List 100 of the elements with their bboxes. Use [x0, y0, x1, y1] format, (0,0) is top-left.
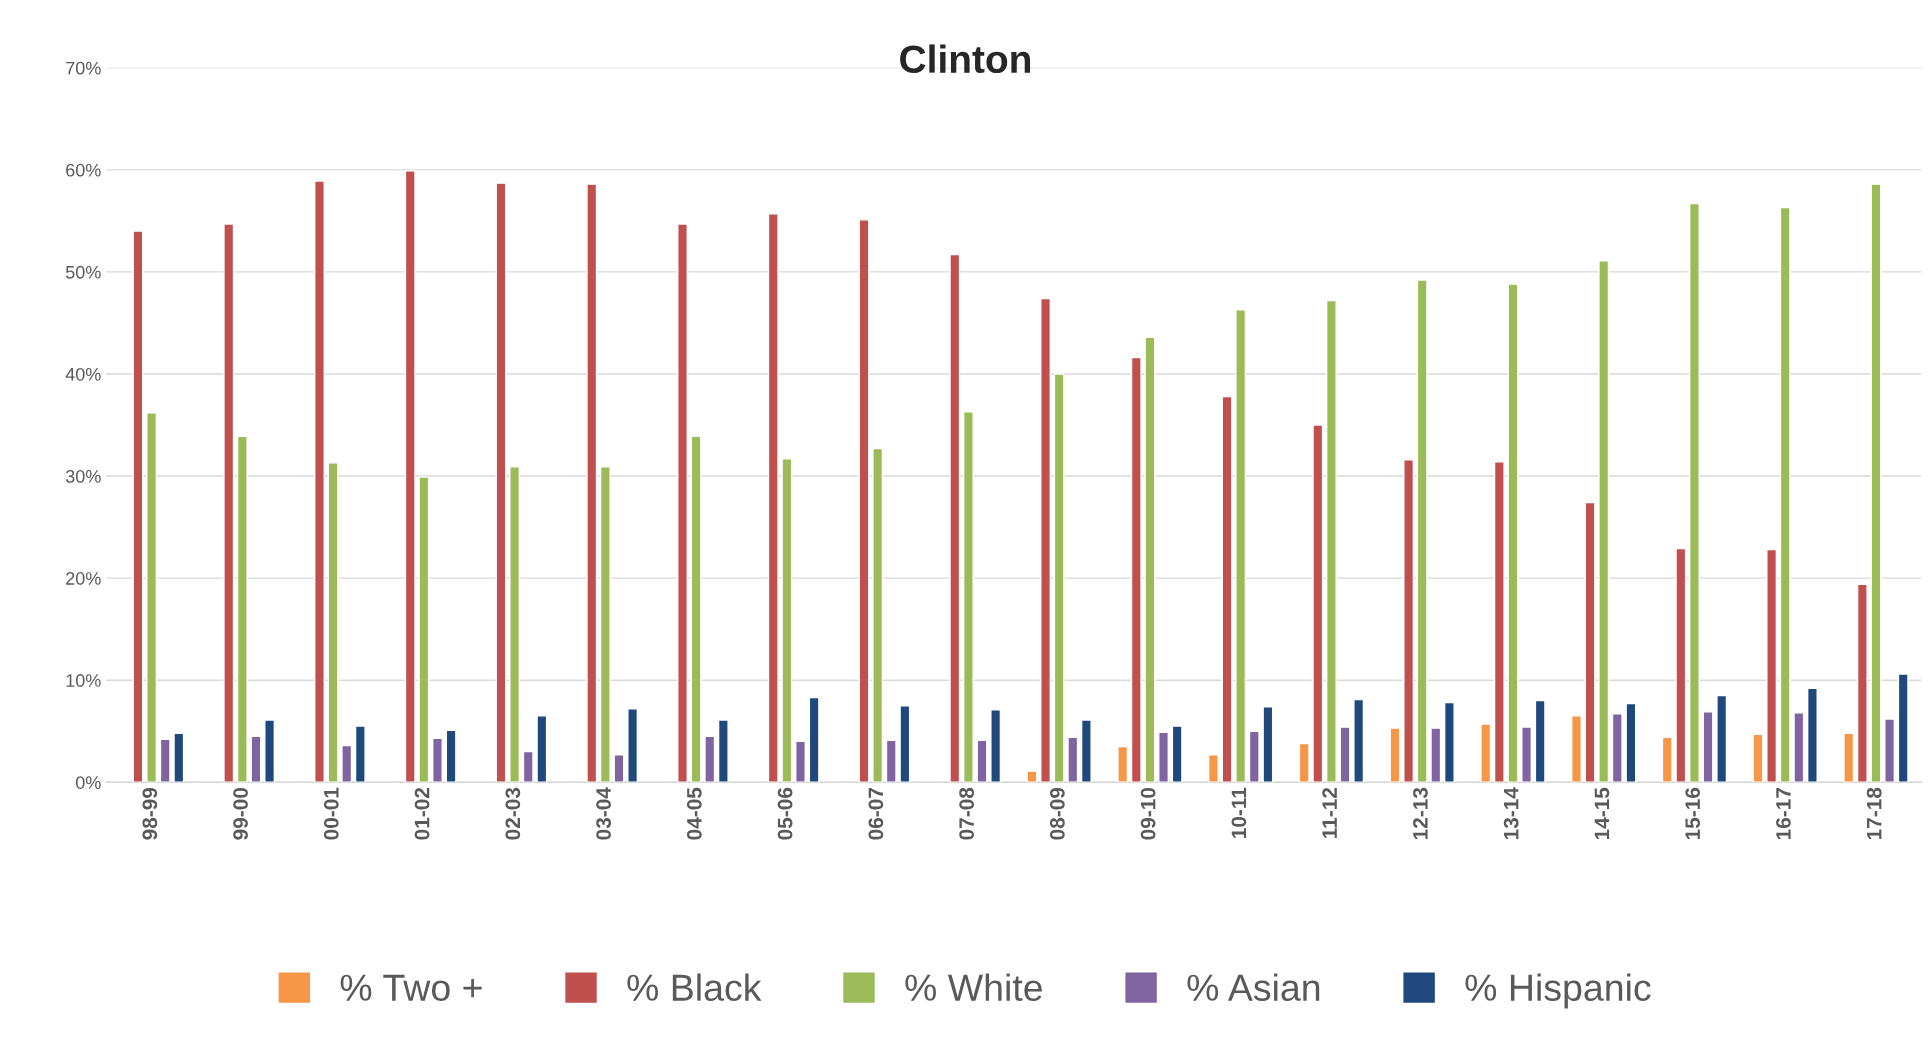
bar	[1158, 731, 1169, 783]
bar	[1389, 727, 1401, 783]
bar	[872, 447, 884, 783]
bar	[717, 719, 729, 783]
bar	[1235, 308, 1247, 783]
x-tick-label: 16-17	[1776, 788, 1791, 840]
legend-label: % Black	[627, 973, 762, 1002]
bar	[354, 725, 366, 783]
bar	[314, 180, 325, 783]
bar	[1611, 713, 1623, 783]
bar	[1325, 299, 1337, 783]
bar	[1766, 548, 1778, 783]
x-tick-label: 05-06	[777, 787, 793, 840]
bar	[1752, 733, 1764, 783]
x-tick-label: 13-14	[1503, 787, 1519, 840]
bar	[1221, 395, 1233, 783]
bar	[418, 476, 430, 783]
bar	[1702, 711, 1714, 783]
chart-title: Clinton	[900, 44, 1031, 74]
bar	[132, 230, 144, 783]
bar	[536, 715, 548, 783]
x-tick-label: 06-07	[868, 788, 884, 840]
bar	[1144, 336, 1156, 783]
bar	[327, 462, 339, 783]
bar	[1534, 699, 1546, 783]
x-tick-label: 99-00	[233, 787, 248, 840]
bar	[976, 739, 988, 783]
bar	[1026, 770, 1038, 783]
bar	[1403, 459, 1415, 783]
bar	[1716, 694, 1728, 783]
bar	[264, 719, 276, 783]
bar	[1584, 501, 1596, 783]
bar	[173, 732, 185, 783]
bar	[677, 223, 688, 783]
bar	[1207, 753, 1219, 783]
x-tick-label: 09-10	[1140, 787, 1156, 840]
bar	[1443, 701, 1455, 783]
bar	[1571, 715, 1582, 783]
bar	[1779, 206, 1791, 783]
bar	[1806, 687, 1818, 783]
bar	[586, 183, 598, 783]
bar	[627, 708, 639, 783]
bar	[1298, 742, 1310, 783]
bar	[445, 729, 457, 783]
x-tick-label: 00-01	[323, 787, 339, 840]
bar	[509, 466, 521, 783]
legend-label: % Asian	[1187, 973, 1320, 1002]
x-tick-label: 03-04	[596, 787, 611, 840]
bar	[1080, 719, 1092, 783]
y-tick-label: 10%	[66, 674, 101, 687]
bar	[885, 739, 897, 783]
bar	[1171, 725, 1183, 783]
bar	[808, 696, 820, 783]
bar	[1040, 297, 1051, 783]
bar	[1793, 712, 1805, 783]
bar	[767, 213, 779, 783]
bar	[1897, 673, 1909, 783]
x-tick-label: 01-02	[414, 787, 430, 840]
bar	[1067, 736, 1079, 783]
y-tick-label: 40%	[65, 367, 101, 381]
y-tick-label: 70%	[66, 61, 101, 75]
x-tick-label: 07-08	[959, 787, 974, 840]
bar	[1598, 260, 1610, 783]
bar	[1480, 723, 1492, 783]
y-tick-label: 60%	[66, 163, 101, 177]
bar	[146, 412, 158, 783]
y-tick-label: 50%	[65, 265, 101, 279]
bar	[1521, 726, 1533, 783]
bar	[1416, 279, 1428, 783]
bar	[949, 253, 961, 783]
x-tick-label: 17-18	[1866, 787, 1882, 840]
bar	[781, 458, 793, 783]
bar	[990, 709, 1002, 783]
bar	[1507, 283, 1519, 783]
bar	[432, 737, 443, 783]
bar	[1339, 726, 1351, 783]
bar	[1262, 706, 1274, 783]
bar	[1661, 736, 1673, 783]
y-tick-label: 30%	[65, 469, 101, 483]
bar	[341, 744, 353, 783]
bar	[795, 740, 806, 783]
x-tick-label: 98-99	[142, 787, 158, 840]
x-tick-label: 08-09	[1049, 787, 1065, 840]
bar	[1053, 373, 1065, 783]
bar	[1675, 547, 1687, 783]
x-tick-label: 10-11	[1231, 787, 1247, 838]
bar	[1843, 732, 1855, 783]
x-tick-label: 04-05	[686, 787, 702, 840]
bar	[1353, 698, 1365, 783]
bar	[1884, 718, 1896, 783]
bar	[613, 753, 625, 783]
bar	[1430, 727, 1442, 783]
bar	[690, 435, 702, 783]
x-tick-label: 12-13	[1413, 787, 1428, 840]
bar	[522, 750, 534, 783]
legend-label: % Hispanic	[1465, 973, 1651, 1009]
x-tick-label: 14-15	[1594, 787, 1610, 840]
bar	[599, 466, 611, 783]
bar	[1130, 356, 1142, 783]
bar	[962, 411, 974, 783]
